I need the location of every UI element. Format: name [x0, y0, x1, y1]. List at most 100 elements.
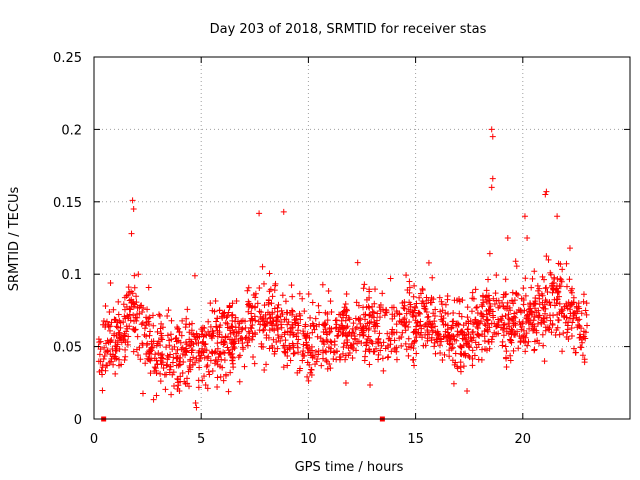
data-point [258, 309, 265, 316]
data-point [294, 369, 301, 376]
data-point [383, 309, 390, 316]
data-point [570, 345, 577, 352]
data-point [450, 333, 457, 340]
data-point [279, 311, 286, 318]
data-point [326, 360, 333, 367]
data-point [387, 275, 394, 282]
data-point [137, 356, 144, 363]
data-point [109, 351, 116, 358]
data-point [220, 377, 227, 384]
data-point [375, 351, 382, 358]
data-point [176, 358, 183, 365]
data-point [432, 350, 439, 357]
data-point [232, 318, 239, 325]
data-point [224, 313, 231, 320]
data-point [196, 364, 203, 371]
data-point [415, 329, 422, 336]
data-point [505, 330, 512, 337]
data-point [531, 346, 538, 353]
data-point [405, 335, 412, 342]
data-point [491, 320, 498, 327]
data-point [447, 337, 454, 344]
data-point [495, 330, 502, 337]
data-point [203, 332, 210, 339]
data-point [254, 300, 261, 307]
data-point [204, 355, 211, 362]
data-point [156, 312, 163, 319]
data-point [436, 335, 443, 342]
data-point [405, 352, 412, 359]
data-point [135, 271, 142, 278]
data-point [103, 318, 110, 325]
data-point [262, 312, 269, 319]
data-point [552, 331, 559, 338]
data-point [567, 287, 574, 294]
data-point [567, 302, 574, 309]
data-point [256, 308, 263, 315]
data-point [396, 335, 403, 342]
data-point [416, 321, 423, 328]
data-point [339, 350, 346, 357]
data-point [444, 310, 451, 317]
data-point [398, 342, 405, 349]
data-point [183, 345, 190, 352]
data-point [406, 278, 413, 285]
data-point [103, 362, 110, 369]
data-point [538, 317, 545, 324]
data-point [196, 353, 203, 360]
data-point [99, 364, 106, 371]
data-point [323, 357, 330, 364]
data-point [139, 390, 146, 397]
data-point [239, 336, 246, 343]
data-point [303, 341, 310, 348]
data-point [307, 369, 314, 376]
data-point [448, 345, 455, 352]
data-point [359, 325, 366, 332]
data-point [461, 332, 468, 339]
data-point [200, 333, 207, 340]
data-point [473, 344, 480, 351]
data-point [541, 276, 548, 283]
data-point [486, 310, 493, 317]
data-point [439, 307, 446, 314]
data-point [113, 323, 120, 330]
data-point [535, 307, 542, 314]
x-tick-label: 0 [90, 432, 98, 447]
data-point [220, 341, 227, 348]
data-point [460, 363, 467, 370]
data-point [152, 365, 159, 372]
data-point [183, 315, 190, 322]
data-point [411, 328, 418, 335]
data-point [550, 279, 557, 286]
data-point [504, 299, 511, 306]
data-point [291, 317, 298, 324]
data-point [274, 308, 281, 315]
data-point [429, 329, 436, 336]
data-point [316, 309, 323, 316]
data-point [143, 322, 150, 329]
y-tick-label: 0.05 [53, 341, 82, 356]
data-point [200, 349, 207, 356]
x-axis-label: GPS time / hours [295, 460, 404, 475]
data-point [293, 315, 300, 322]
data-point [519, 318, 526, 325]
data-point [393, 356, 400, 363]
data-point [525, 338, 532, 345]
data-point [446, 353, 453, 360]
data-point [116, 334, 123, 341]
data-point [387, 337, 394, 344]
data-point [446, 347, 453, 354]
data-point [214, 384, 221, 391]
data-point [269, 342, 276, 349]
data-point [162, 386, 169, 393]
data-point [289, 324, 296, 331]
data-point [428, 323, 435, 330]
data-point [493, 272, 500, 279]
data-point [412, 337, 419, 344]
data-point [555, 317, 562, 324]
data-point [115, 311, 122, 318]
data-point [113, 347, 120, 354]
data-point [466, 344, 473, 351]
data-point [522, 292, 529, 299]
data-point [563, 303, 570, 310]
